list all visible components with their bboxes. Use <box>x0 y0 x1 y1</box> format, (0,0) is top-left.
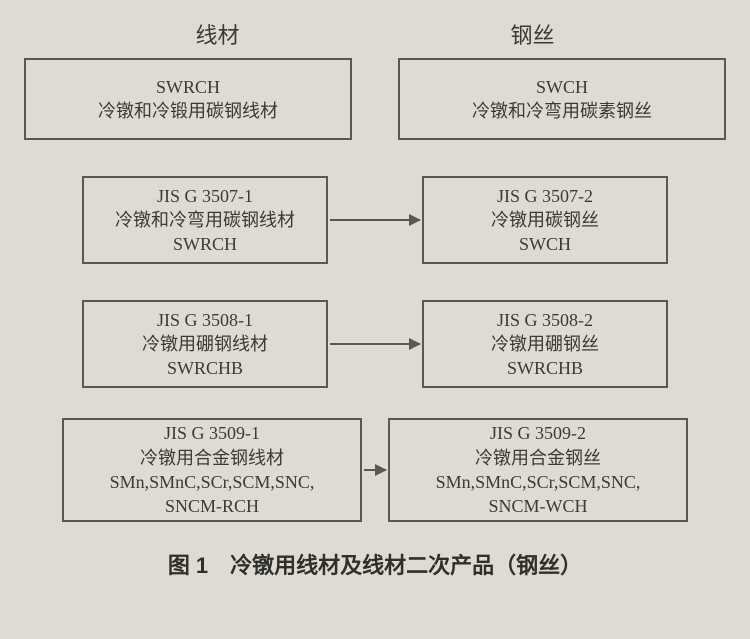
box-jis-3509-2: JIS G 3509-2 冷镦用合金钢丝 SMn,SMnC,SCr,SCM,SN… <box>388 418 688 522</box>
arrow-icon <box>364 469 386 471</box>
row-1: SWRCH 冷镦和冷锻用碳钢线材 SWCH 冷镦和冷弯用碳素钢丝 <box>24 58 726 140</box>
box-line: SWRCH <box>173 232 237 256</box>
box-line: 冷镦用合金钢线材 <box>140 446 284 470</box>
box-line: 冷镦和冷弯用碳钢线材 <box>115 208 295 232</box>
box-line: SNCM-WCH <box>488 494 587 518</box>
box-swch-steelwire: SWCH 冷镦和冷弯用碳素钢丝 <box>398 58 726 140</box>
box-line: 冷镦和冷锻用碳钢线材 <box>98 99 278 123</box>
row-3: JIS G 3508-1 冷镦用硼钢线材 SWRCHB JIS G 3508-2… <box>0 300 750 388</box>
box-line: SMn,SMnC,SCr,SCM,SNC, <box>436 470 641 494</box>
box-jis-3508-2: JIS G 3508-2 冷镦用硼钢丝 SWRCHB <box>422 300 668 388</box>
row-4: JIS G 3509-1 冷镦用合金钢线材 SMn,SMnC,SCr,SCM,S… <box>0 418 750 522</box>
column-headers: 线材 钢丝 <box>0 0 750 58</box>
box-line: 冷镦用硼钢丝 <box>491 332 599 356</box>
box-line: 冷镦用硼钢线材 <box>142 332 268 356</box>
box-line: SWRCH <box>156 75 220 99</box>
arrow-icon <box>330 219 420 221</box>
box-line: SWRCHB <box>167 356 243 380</box>
arrow-icon <box>330 343 420 345</box>
box-swrch-wire: SWRCH 冷镦和冷锻用碳钢线材 <box>24 58 352 140</box>
header-left: 线材 <box>195 18 239 50</box>
box-line: JIS G 3507-2 <box>497 184 593 208</box>
box-line: 冷镦用合金钢丝 <box>475 446 601 470</box>
box-line: 冷镦和冷弯用碳素钢丝 <box>472 99 652 123</box>
box-line: JIS G 3508-1 <box>157 308 253 332</box>
box-line: SNCM-RCH <box>165 494 259 518</box>
box-line: SWRCHB <box>507 356 583 380</box>
box-jis-3508-1: JIS G 3508-1 冷镦用硼钢线材 SWRCHB <box>82 300 328 388</box>
box-line: 冷镦用碳钢丝 <box>491 208 599 232</box>
box-jis-3509-1: JIS G 3509-1 冷镦用合金钢线材 SMn,SMnC,SCr,SCM,S… <box>62 418 362 522</box>
box-line: JIS G 3508-2 <box>497 308 593 332</box>
header-right: 钢丝 <box>510 18 554 50</box>
box-jis-3507-1: JIS G 3507-1 冷镦和冷弯用碳钢线材 SWRCH <box>82 176 328 264</box>
box-line: SWCH <box>536 75 588 99</box>
box-line: SWCH <box>519 232 571 256</box>
box-line: JIS G 3507-1 <box>157 184 253 208</box>
box-jis-3507-2: JIS G 3507-2 冷镦用碳钢丝 SWCH <box>422 176 668 264</box>
figure-caption: 图 1 冷镦用线材及线材二次产品（钢丝） <box>0 548 750 580</box>
box-line: JIS G 3509-2 <box>490 421 586 445</box>
box-line: SMn,SMnC,SCr,SCM,SNC, <box>110 470 315 494</box>
row-2: JIS G 3507-1 冷镦和冷弯用碳钢线材 SWRCH JIS G 3507… <box>0 176 750 264</box>
box-line: JIS G 3509-1 <box>164 421 260 445</box>
